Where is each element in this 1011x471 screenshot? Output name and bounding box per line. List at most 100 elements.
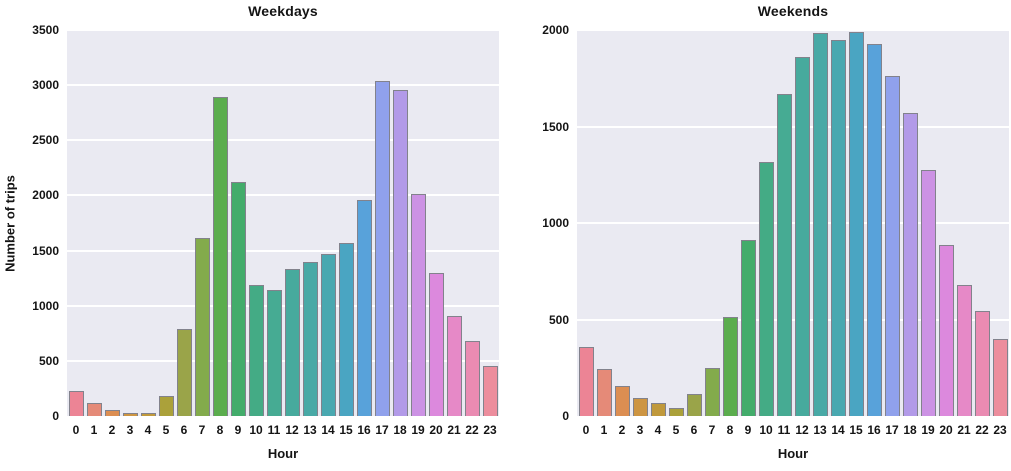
- x-tick-label-21: 21: [447, 423, 461, 437]
- x-tick-label-9: 9: [744, 423, 752, 437]
- y-tick-label-2000: 2000: [542, 23, 569, 37]
- y-tick-label-500: 500: [548, 312, 569, 327]
- bar-hour-7: [704, 368, 720, 416]
- bar-hour-5: [158, 396, 174, 416]
- y-tick-label-1500: 1500: [32, 243, 59, 258]
- bar-hour-16: [356, 200, 372, 416]
- x-tick-label-7: 7: [198, 423, 206, 437]
- y-axis-label: Number of trips: [2, 175, 18, 272]
- gridline-1000: [67, 304, 499, 307]
- bar-hour-4: [650, 403, 666, 416]
- bar-hour-12: [794, 57, 810, 416]
- x-tick-label-14: 14: [321, 423, 335, 437]
- y-tick-label-2500: 2500: [32, 133, 59, 148]
- bar-hour-9: [230, 182, 246, 416]
- bar-hour-11: [776, 94, 792, 416]
- y-tick-label-1500: 1500: [542, 119, 569, 134]
- bar-hour-2: [104, 410, 120, 416]
- gridline-1000: [577, 222, 1009, 224]
- x-tick-label-8: 8: [216, 423, 224, 437]
- bar-hour-20: [428, 273, 444, 416]
- bar-hour-1: [86, 403, 102, 416]
- bar-hour-19: [920, 170, 936, 416]
- y-tick-label-0: 0: [52, 409, 59, 423]
- bar-hour-22: [464, 341, 480, 416]
- gridline-500: [577, 318, 1009, 321]
- weekends-plot-area: [577, 29, 1009, 416]
- bar-hour-6: [176, 329, 192, 416]
- x-tick-label-4: 4: [654, 423, 662, 437]
- bar-hour-15: [848, 32, 864, 416]
- x-tick-label-17: 17: [885, 423, 899, 437]
- x-tick-label-19: 19: [411, 423, 425, 437]
- bar-hour-0: [578, 347, 594, 416]
- bar-hour-19: [410, 194, 426, 416]
- x-tick-label-1: 1: [90, 423, 98, 437]
- x-tick-label-22: 22: [975, 423, 989, 437]
- weekdays-chart-title: Weekdays: [248, 3, 318, 19]
- bar-hour-18: [902, 113, 918, 416]
- bar-hour-17: [374, 81, 390, 416]
- bar-hour-2: [614, 386, 630, 416]
- x-tick-label-11: 11: [777, 423, 791, 437]
- bar-hour-23: [482, 366, 498, 416]
- x-tick-label-8: 8: [726, 423, 734, 437]
- x-tick-label-13: 13: [303, 423, 317, 437]
- bar-hour-10: [248, 285, 264, 416]
- bar-hour-10: [758, 162, 774, 416]
- x-tick-label-18: 18: [393, 423, 407, 437]
- x-tick-label-3: 3: [126, 423, 134, 437]
- x-tick-label-0: 0: [582, 423, 590, 437]
- x-tick-label-2: 2: [618, 423, 626, 437]
- x-tick-label-5: 5: [162, 423, 170, 437]
- x-tick-label-15: 15: [849, 423, 863, 437]
- weekdays-x-axis-label: Hour: [267, 446, 299, 461]
- bar-hour-9: [740, 240, 756, 416]
- y-tick-label-2000: 2000: [32, 188, 59, 203]
- gridline-500: [67, 359, 499, 362]
- y-tick-label-3000: 3000: [32, 78, 59, 93]
- weekends-chart-title: Weekends: [757, 3, 829, 19]
- y-tick-label-1000: 1000: [32, 298, 59, 313]
- bar-hour-3: [122, 413, 138, 416]
- y-tick-label-1000: 1000: [542, 216, 569, 230]
- y-tick-label-3500: 3500: [32, 23, 59, 37]
- x-tick-label-6: 6: [690, 423, 698, 437]
- bar-hour-3: [632, 398, 648, 416]
- x-tick-label-17: 17: [375, 423, 389, 437]
- bar-hour-21: [956, 285, 972, 416]
- y-tick-label-0: 0: [562, 409, 569, 423]
- x-tick-label-13: 13: [813, 423, 827, 437]
- bar-hour-6: [686, 394, 702, 416]
- x-tick-label-20: 20: [429, 423, 443, 437]
- bar-hour-21: [446, 316, 462, 416]
- y-tick-label-500: 500: [38, 353, 59, 368]
- bar-hour-0: [68, 391, 84, 416]
- x-tick-label-21: 21: [957, 423, 971, 437]
- gridline-2500: [67, 139, 499, 142]
- weekdays-plot-area: [67, 29, 499, 416]
- bar-hour-14: [830, 40, 846, 416]
- x-tick-label-20: 20: [939, 423, 953, 437]
- x-tick-label-1: 1: [600, 423, 608, 437]
- bar-hour-18: [392, 90, 408, 416]
- bar-hour-22: [974, 311, 990, 416]
- bar-hour-8: [722, 317, 738, 416]
- bar-hour-23: [992, 339, 1008, 416]
- x-tick-label-16: 16: [357, 423, 371, 437]
- gridline-1500: [577, 125, 1009, 128]
- bar-hour-13: [302, 262, 318, 416]
- x-tick-label-18: 18: [903, 423, 917, 437]
- bar-hour-8: [212, 97, 228, 416]
- bar-hour-20: [938, 245, 954, 416]
- x-tick-label-12: 12: [795, 423, 809, 437]
- weekends-x-axis-label: Hour: [777, 446, 809, 461]
- x-tick-label-10: 10: [759, 423, 773, 437]
- x-tick-label-3: 3: [636, 423, 644, 437]
- x-tick-label-15: 15: [339, 423, 353, 437]
- x-tick-label-10: 10: [249, 423, 263, 437]
- x-tick-label-19: 19: [921, 423, 935, 437]
- x-tick-label-6: 6: [180, 423, 188, 437]
- x-tick-label-22: 22: [465, 423, 479, 437]
